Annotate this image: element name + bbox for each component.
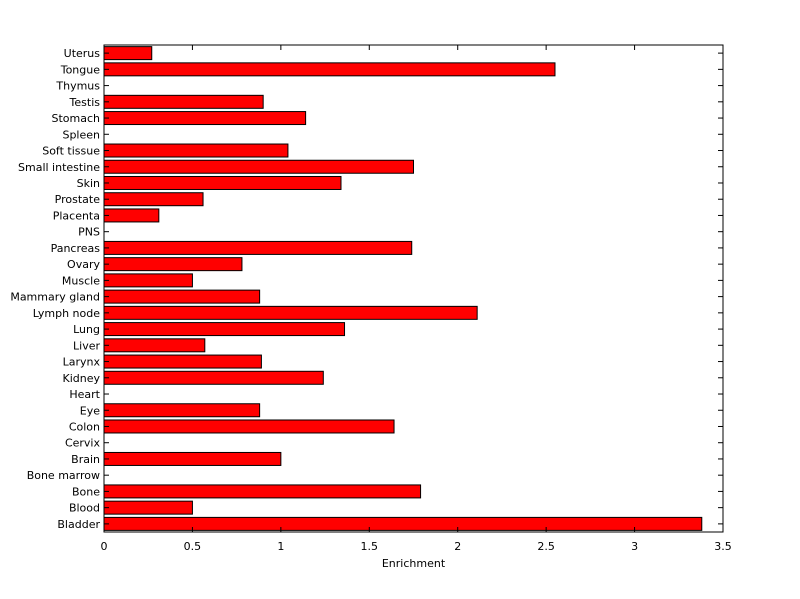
bar-mammary-gland — [103, 289, 261, 304]
y-tick-label: Bone — [72, 485, 100, 498]
y-tick-label: PNS — [78, 226, 100, 239]
y-tick-label: Small intestine — [18, 161, 100, 174]
x-tick-label: 3 — [631, 540, 638, 553]
bar-blood — [103, 500, 193, 515]
bar-colon — [103, 419, 395, 434]
bar-brain — [103, 451, 282, 466]
y-tick-label: Tongue — [60, 63, 101, 76]
bar-soft-tissue — [103, 143, 289, 158]
y-tick-label: Heart — [69, 388, 100, 401]
bar-eye — [103, 403, 261, 418]
bar-stomach — [103, 111, 307, 126]
bars-group — [103, 46, 703, 531]
y-tick-label: Ovary — [67, 258, 100, 271]
bar-bone — [103, 484, 422, 499]
y-tick-label: Muscle — [62, 274, 100, 287]
bar-ovary — [103, 257, 243, 272]
x-ticks-group: 0 0.5 1 1.5 2 2.5 3 3.5 — [101, 45, 732, 553]
bar-skin — [103, 175, 342, 190]
bar-lymph-node — [103, 305, 478, 320]
x-tick-label: 1 — [277, 540, 284, 553]
bar-placenta — [103, 208, 160, 223]
y-ticks-group: Bladder Blood Bone Bone marrow Brain Cervix Co… — [10, 47, 723, 531]
y-tick-label: Soft tissue — [42, 145, 100, 158]
x-tick-label: 0.5 — [184, 540, 202, 553]
y-tick-label: Bone marrow — [27, 469, 100, 482]
y-tick-label: Blood — [69, 502, 100, 515]
bar-kidney — [103, 370, 324, 385]
bar-testis — [103, 94, 264, 109]
y-tick-label: Liver — [73, 339, 100, 352]
y-tick-label: Cervix — [65, 437, 101, 450]
y-tick-label: Kidney — [62, 372, 100, 385]
x-tick-label: 2 — [454, 540, 461, 553]
y-tick-label: Prostate — [55, 193, 101, 206]
bar-bladder — [103, 516, 703, 531]
y-tick-label: Stomach — [51, 112, 100, 125]
y-tick-label: Mammary gland — [10, 291, 100, 304]
x-axis-label: Enrichment — [382, 557, 446, 570]
bar-small-intestine — [103, 159, 414, 174]
bar-lung — [103, 322, 346, 337]
y-tick-label: Thymus — [55, 80, 100, 93]
bar-muscle — [103, 273, 193, 288]
bar-tongue — [103, 62, 556, 77]
y-tick-label: Eye — [80, 404, 100, 417]
y-tick-label: Lymph node — [33, 307, 100, 320]
y-tick-label: Placenta — [53, 209, 100, 222]
bar-uterus — [103, 46, 153, 61]
x-tick-label: 2.5 — [537, 540, 555, 553]
y-tick-label: Uterus — [64, 47, 101, 60]
y-tick-label: Pancreas — [51, 242, 101, 255]
x-tick-label: 0 — [101, 540, 108, 553]
y-tick-label: Bladder — [57, 518, 100, 531]
x-tick-label: 1.5 — [361, 540, 379, 553]
y-tick-label: Testis — [69, 96, 101, 109]
y-tick-label: Lung — [73, 323, 100, 336]
bar-larynx — [103, 354, 262, 369]
x-tick-label: 3.5 — [714, 540, 732, 553]
y-tick-label: Colon — [69, 420, 100, 433]
bar-liver — [103, 338, 206, 353]
plot-frame — [103, 44, 724, 533]
y-tick-label: Brain — [71, 453, 100, 466]
y-tick-label: Larynx — [63, 356, 101, 369]
y-tick-label: Skin — [77, 177, 100, 190]
bar-pancreas — [103, 240, 413, 255]
y-tick-label: Spleen — [62, 128, 100, 141]
bar-prostate — [103, 192, 204, 207]
